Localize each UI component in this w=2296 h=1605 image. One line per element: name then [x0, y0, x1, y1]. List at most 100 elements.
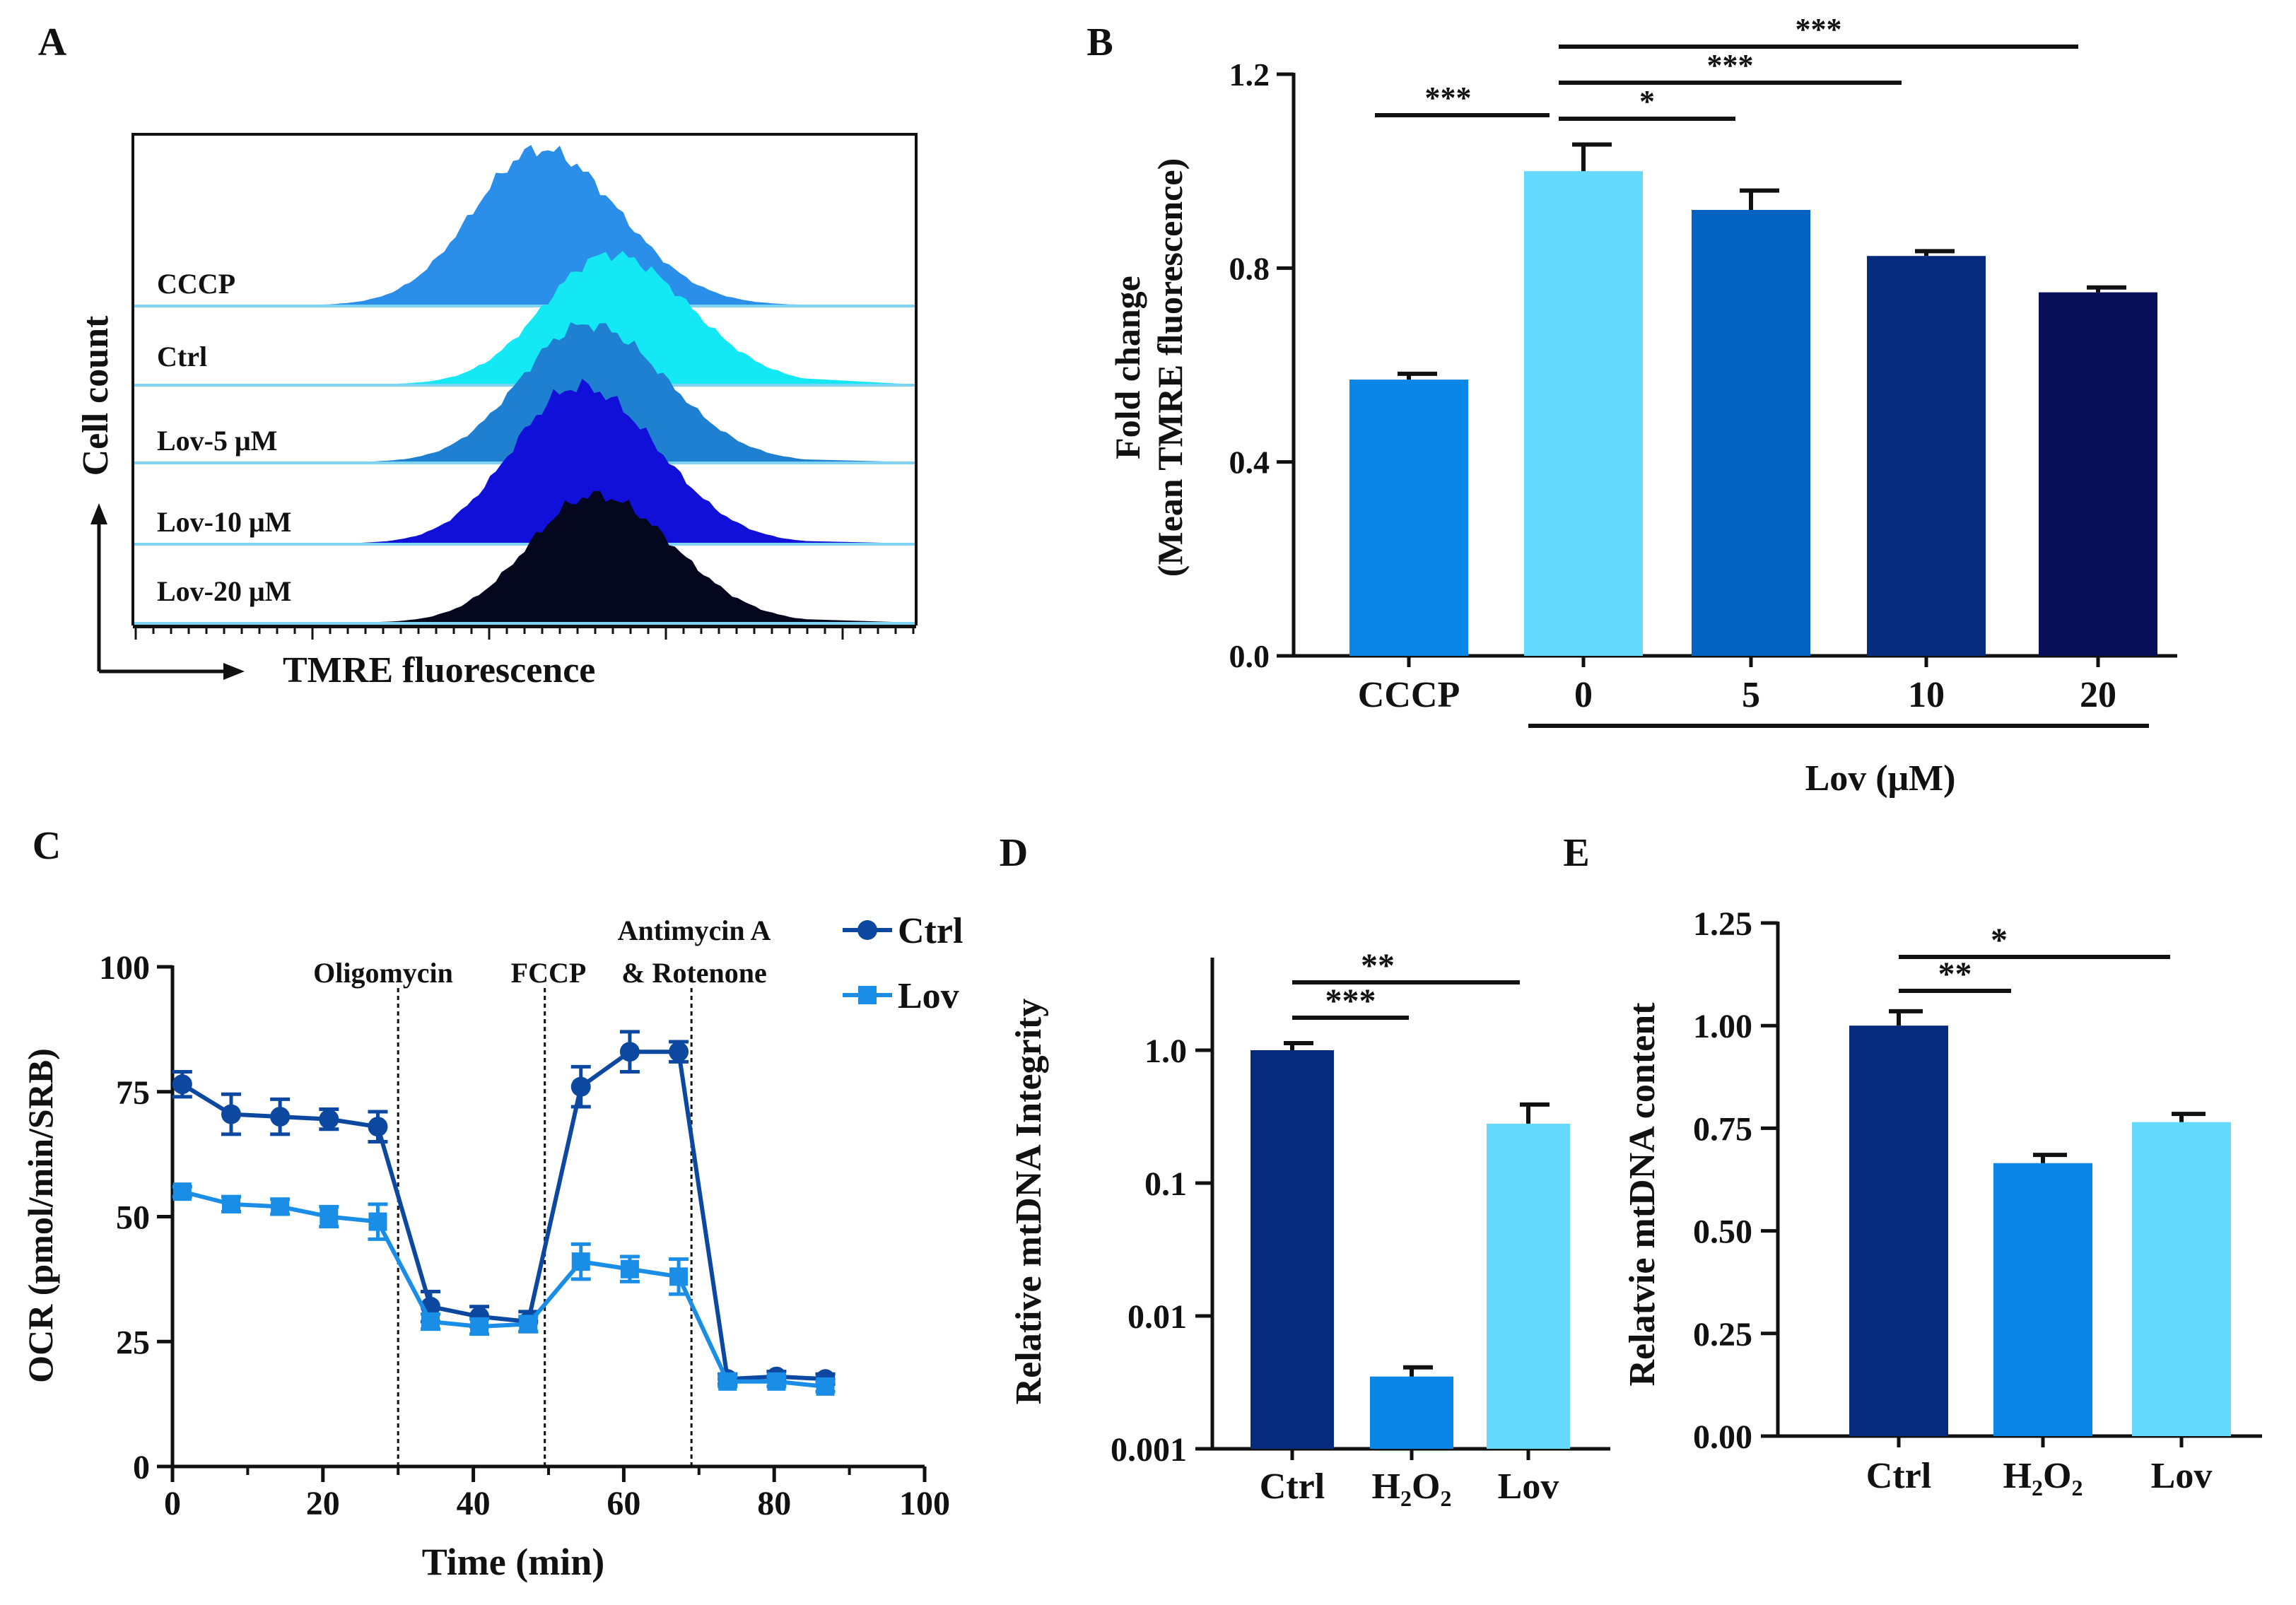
x-tick-label: 20 [2080, 675, 2116, 715]
histogram-cccp [134, 145, 915, 307]
point-lov [271, 1197, 290, 1216]
y-tick-label: 0.001 [1111, 1431, 1187, 1469]
point-lov [320, 1207, 339, 1226]
y-tick-label: 0.01 [1128, 1298, 1187, 1336]
bar-cccp [1349, 380, 1468, 656]
injection-label-antimycin: Antimycin A [618, 915, 771, 946]
legend-marker [857, 920, 877, 940]
y-axis-label: OCR (pmol/min/SRB) [20, 1048, 60, 1383]
y-tick-label: 1.2 [1229, 57, 1270, 93]
x-axis-label: Lov (μM) [1805, 758, 1956, 799]
y-tick-label: 25 [116, 1324, 150, 1361]
x-tick-label: Lov [2151, 1456, 2213, 1496]
bar-ctrl [1849, 1025, 1948, 1436]
significance-label: *** [1325, 982, 1376, 1020]
point-ctrl [172, 1074, 192, 1095]
y-tick-label: 0.00 [1693, 1418, 1752, 1456]
significance-label: ** [1938, 956, 1972, 993]
x-tick-label: 100 [899, 1485, 950, 1522]
x-tick-label: H2O2 [1372, 1466, 1452, 1511]
x-axis-label: Time (min) [422, 1541, 604, 1583]
histogram-label: Ctrl [157, 341, 207, 372]
bar-h2o2 [1370, 1376, 1453, 1449]
y-tick-label: 0 [133, 1449, 150, 1486]
point-ctrl [669, 1042, 689, 1062]
point-lov [172, 1182, 192, 1201]
y-tick-label: 0.4 [1229, 445, 1270, 481]
point-ctrl [368, 1117, 388, 1137]
x-tick-label: 20 [306, 1485, 340, 1522]
x-tick-label: 0 [164, 1485, 181, 1522]
point-ctrl [270, 1107, 291, 1127]
point-lov [421, 1312, 440, 1331]
x-tick-label: CCCP [1358, 675, 1460, 715]
point-ctrl [221, 1104, 241, 1124]
y-tick-label: 0.1 [1144, 1165, 1187, 1203]
point-lov [816, 1377, 835, 1396]
significance-label: * [1991, 922, 2008, 959]
y-tick-label: 0.50 [1693, 1213, 1752, 1251]
significance-label: *** [1796, 12, 1842, 47]
injection-label-oligomycin: Oligomycin [313, 957, 453, 989]
bar-5 [1692, 210, 1810, 656]
point-lov [519, 1315, 538, 1334]
point-lov [221, 1194, 240, 1213]
injection-label-fccp: FCCP [511, 957, 587, 989]
y-arrow-head [90, 503, 107, 524]
y-tick-label: 50 [116, 1199, 150, 1237]
y-tick-label: 1.00 [1693, 1008, 1752, 1045]
panel-label-d: D [1000, 831, 1028, 875]
point-lov [718, 1372, 737, 1391]
y-tick-label: 0.25 [1693, 1316, 1752, 1353]
histogram-label: Lov-10 μM [157, 506, 291, 538]
histogram-label: Lov-20 μM [157, 575, 291, 607]
y-tick-label: 0.0 [1229, 638, 1270, 674]
point-ctrl [619, 1042, 640, 1062]
series-line-lov [182, 1189, 826, 1389]
injection-label-rotenone: & Rotenone [621, 957, 767, 989]
bar-ctrl [1250, 1050, 1334, 1449]
y-tick-label: 1.25 [1693, 905, 1752, 943]
x-tick-label: 80 [757, 1485, 791, 1522]
x-tick-label: Ctrl [1260, 1466, 1325, 1507]
y-tick-label: 1.0 [1144, 1033, 1187, 1070]
bar-20 [2039, 292, 2157, 656]
significance-label: *** [1425, 81, 1472, 115]
significance-label: ** [1361, 947, 1395, 984]
x-tick-label: 0 [1574, 675, 1593, 715]
y-tick-label: 75 [116, 1074, 150, 1112]
point-ctrl [319, 1109, 339, 1129]
x-tick-label: Ctrl [1866, 1456, 1931, 1496]
y-axis-label-line1: Fold change [1108, 276, 1147, 459]
panel-label-e: E [1563, 831, 1589, 875]
x-axis-label: TMRE fluorescence [283, 650, 595, 690]
y-axis-label: Relatvie mtDNA content [1622, 1002, 1663, 1387]
y-axis-label-line2: (Mean TMRE fluorescence) [1150, 158, 1190, 577]
y-tick-label: 0.75 [1693, 1110, 1752, 1148]
panel-label-a: A [38, 20, 67, 64]
significance-label: * [1639, 84, 1655, 119]
point-lov [620, 1259, 639, 1278]
bar-lov [2132, 1122, 2231, 1436]
significance-label: *** [1707, 48, 1754, 83]
panel-label-b: B [1086, 20, 1113, 64]
x-tick-label: H2O2 [2003, 1456, 2083, 1500]
point-lov [669, 1267, 689, 1286]
y-axis-label: Cell count [76, 315, 116, 476]
panel-label-c: C [33, 824, 61, 868]
y-tick-label: 100 [99, 949, 150, 987]
y-tick-label: 0.8 [1229, 250, 1270, 286]
x-tick-label: 40 [457, 1485, 491, 1522]
bar-0 [1524, 171, 1643, 656]
x-tick-label: 5 [1742, 675, 1760, 715]
x-tick-label: 10 [1908, 675, 1945, 715]
bar-10 [1867, 256, 1986, 656]
legend-label-ctrl: Ctrl [898, 911, 963, 951]
legend-label-lov: Lov [898, 976, 959, 1016]
legend-marker [858, 986, 877, 1004]
point-lov [571, 1252, 590, 1271]
histogram-label: Lov-5 μM [157, 425, 277, 457]
x-tick-label: 60 [607, 1485, 640, 1522]
histogram-label: CCCP [157, 268, 235, 300]
